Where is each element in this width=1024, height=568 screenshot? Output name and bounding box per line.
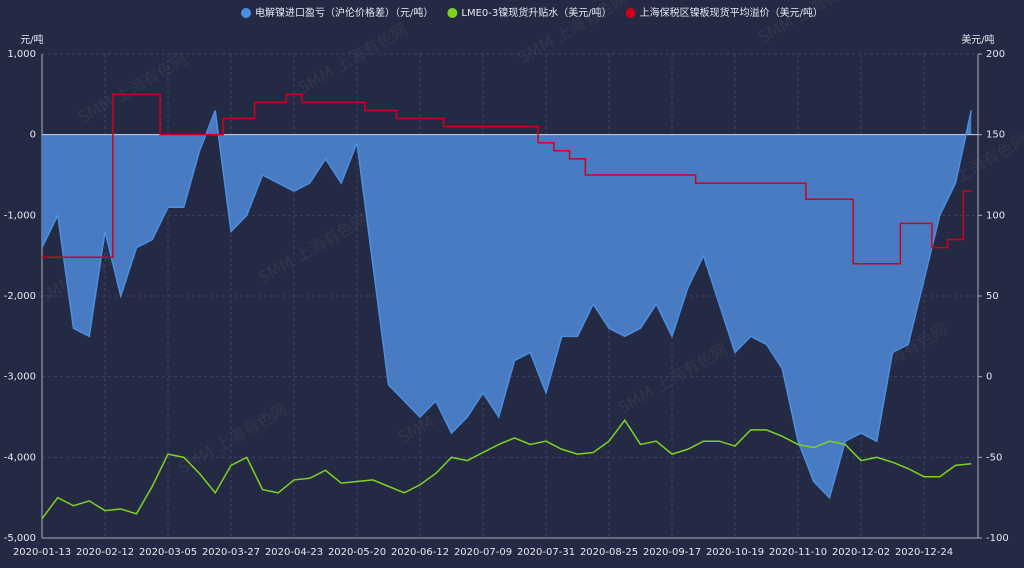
series-line [41,110,972,500]
legend-marker [447,8,458,18]
watermark: SMM 上海有色网 [255,209,371,287]
watermark: SMM 上海有色网 [615,339,731,417]
y2-tick-label: 200 [986,49,1005,60]
y-tick-label: -5,000 [4,533,36,544]
y2-tick-label: 150 [986,130,1005,141]
y-tick-label: 0 [30,130,36,141]
x-tick-label: 2020-10-19 [706,547,764,558]
watermark: SMM 上海有色网 [75,49,191,127]
legend-marker [241,8,251,18]
watermark: SMM 上海有色网 [295,19,411,97]
y-tick-label: -4,000 [4,452,36,463]
x-tick-label: 2020-12-24 [895,547,953,558]
x-tick-label: 2020-04-23 [265,547,323,558]
series-line [42,93,972,265]
x-tick-label: 2020-07-31 [517,547,575,558]
x-tick-label: 2020-03-05 [139,547,197,558]
y2-tick-label: -100 [986,533,1009,544]
x-tick-label: 2020-06-12 [391,547,449,558]
y-axis-unit: 元/吨 [20,33,43,46]
legend-marker [625,8,636,18]
x-tick-label: 2020-07-09 [454,547,512,558]
area [42,110,972,498]
x-tick-label: 2020-12-02 [832,547,890,558]
x-tick-label: 2020-03-27 [202,547,260,558]
y2-tick-label: -50 [986,452,1002,463]
y2-axis-unit: 美元/吨 [961,33,994,46]
x-tick-label: 2020-05-20 [328,547,386,558]
x-tick-label: 2020-01-13 [13,547,71,558]
y-tick-label: 1,000 [7,49,36,60]
y2-tick-label: 100 [986,210,1005,221]
series-line [41,418,972,520]
legend-label: 电解镍进口盈亏（沪伦价格差）（元/吨） [255,6,433,19]
y-tick-label: -2,000 [4,291,36,302]
x-tick-label: 2020-02-12 [76,547,134,558]
x-tick-label: 2020-08-25 [580,547,638,558]
x-tick-label: 2020-11-10 [769,547,827,558]
y2-tick-label: 50 [986,291,999,302]
legend-label: LME0-3镍现货升贴水（美元/吨） [461,6,611,19]
y2-tick-label: 0 [986,372,992,383]
x-tick-label: 2020-09-17 [643,547,701,558]
legend-label: 上海保税区镍板现货平均溢价（美元/吨） [640,6,823,19]
y-tick-label: -1,000 [4,210,36,221]
y-tick-label: -3,000 [4,372,36,383]
